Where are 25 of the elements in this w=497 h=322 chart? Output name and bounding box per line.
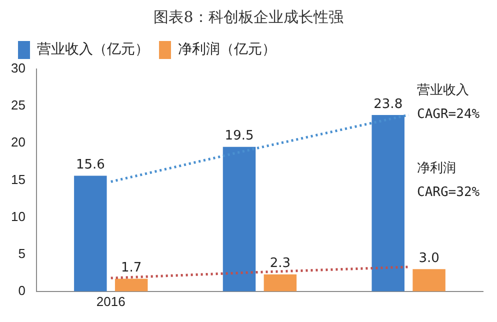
- bar: [412, 269, 446, 292]
- data-label: 3.0: [418, 251, 440, 266]
- x-tick-label: 2016: [96, 294, 126, 309]
- data-label: 19.5: [224, 128, 254, 144]
- chart-title: 图表8：科创板企业成长性强: [152, 8, 344, 27]
- data-label: 15.6: [76, 158, 105, 173]
- y-tick-label: 15: [10, 172, 26, 187]
- y-tick-label: 10: [10, 208, 26, 224]
- annotation: 净利润 CARG=32%: [417, 160, 480, 200]
- bar: [372, 114, 404, 292]
- y-tick-label: 30: [10, 60, 26, 76]
- y-tick-label: 25: [10, 98, 26, 113]
- y-tick-label: 5: [18, 246, 26, 261]
- bar: [114, 278, 148, 292]
- data-label: 1.7: [121, 260, 142, 276]
- y-tick-label: 20: [10, 134, 26, 150]
- y-tick-label: 0: [18, 282, 26, 298]
- bar: [264, 274, 297, 292]
- legend-label: 净利润（亿元）: [178, 42, 276, 58]
- bar: [74, 176, 107, 292]
- annotation: 营业收入 CAGR=24%: [417, 82, 480, 122]
- legend-label: 营业收入（亿元）: [37, 42, 149, 58]
- bar: [222, 146, 256, 292]
- data-label: 23.8: [374, 96, 403, 112]
- data-label: 2.3: [270, 256, 291, 272]
